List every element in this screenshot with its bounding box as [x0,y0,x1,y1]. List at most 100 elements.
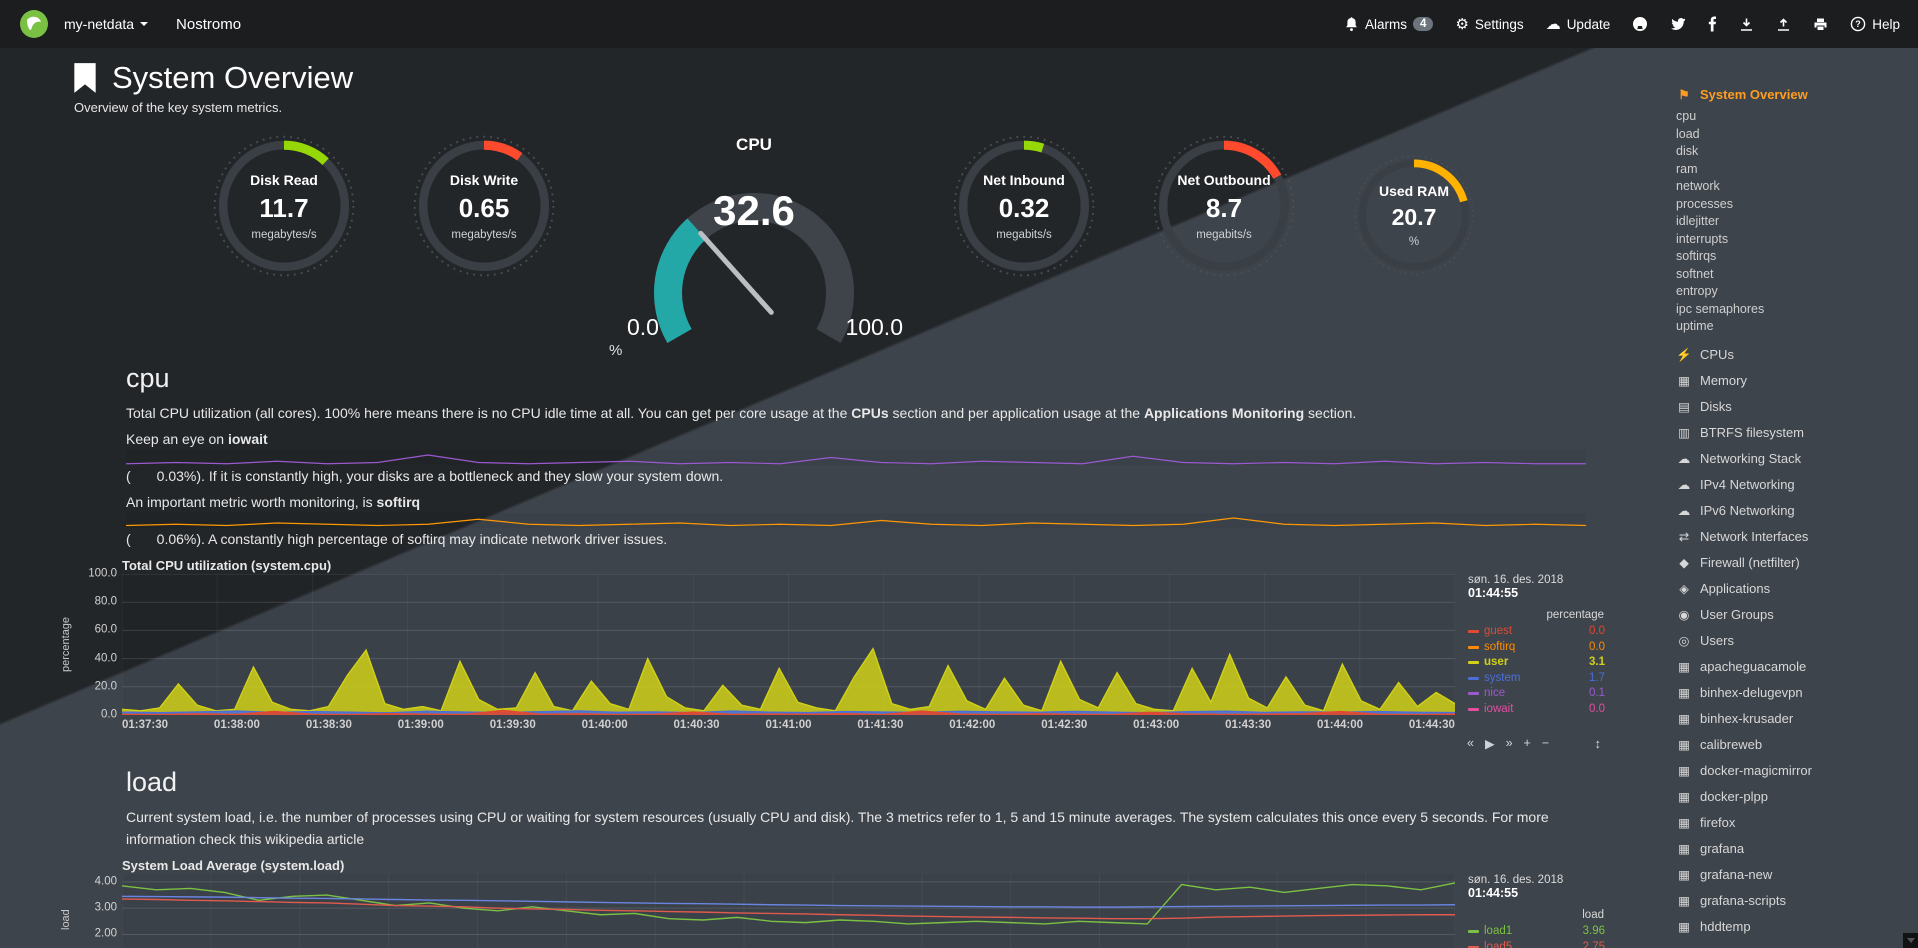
sidebar-item-label: interrupts [1676,231,1729,246]
y-tick-label: 3.00 [94,901,117,914]
chart-zoom-out-button[interactable]: − [1541,736,1550,750]
legend-series-name: user [1484,656,1509,668]
sidebar-item[interactable]: ▦ apacheguacamole [1676,654,1918,680]
sidebar-item-label: softirqs [1676,249,1717,263]
y-tick-label: 2.00 [94,927,117,940]
cpu-gauge[interactable]: CPU 32.6 0.0 100.0 % [599,135,909,359]
net-inbound-gauge[interactable]: Net Inbound 0.32 megabits/s [939,133,1109,279]
sidebar-item[interactable]: uptime [1676,318,1918,336]
sidebar-item[interactable]: ☁ Networking Stack [1676,446,1918,472]
disk-write-gauge[interactable]: Disk Write 0.65 megabytes/s [399,133,569,279]
sidebar-item[interactable]: ▦ docker-plpp [1676,784,1918,810]
help-button[interactable]: ? Help [1850,16,1900,32]
sidebar-item[interactable]: ▤ Disks [1676,394,1918,420]
print-button[interactable] [1813,17,1828,32]
sidebar-item-label: Networking Stack [1700,450,1802,466]
sidebar-item-icon: ◈ [1679,581,1689,596]
cpu-dial [654,193,854,343]
legend-series-value: 3.1 [1589,656,1605,668]
sidebar-item[interactable]: interrupts [1676,231,1918,249]
legend-item[interactable]: guest 0.0 [1468,624,1605,640]
legend-item[interactable]: user 3.1 [1468,655,1605,671]
gauge-units: megabytes/s [251,228,317,241]
net-outbound-gauge[interactable]: Net Outbound 8.7 megabits/s [1139,133,1309,279]
sidebar-item[interactable]: cpu [1676,108,1918,126]
sidebar-item[interactable]: ⚡ CPUs [1676,342,1918,368]
sidebar-item[interactable]: ▦ Memory [1676,368,1918,394]
chart-canvas[interactable] [122,574,1455,715]
save-snapshot-button[interactable] [1739,17,1754,32]
disk-read-gauge[interactable]: Disk Read 11.7 megabytes/s [199,133,369,279]
chart-canvas[interactable] [122,874,1455,948]
gauge-value: 0.65 [458,192,510,223]
x-tick-label: 01:41:00 [765,719,812,731]
sidebar-item[interactable]: ▦ grafana [1676,836,1918,862]
legend-item[interactable]: system 1.7 [1468,671,1605,687]
github-button[interactable] [1632,16,1648,32]
chart-pan-right-button[interactable]: » [1505,736,1513,750]
sidebar-item[interactable]: ☁ IPv4 Networking [1676,472,1918,498]
alarms-button[interactable]: Alarms 4 [1344,16,1434,32]
twitter-button[interactable] [1670,17,1686,31]
sidebar-item[interactable]: network [1676,178,1918,196]
settings-button[interactable]: ⚙ Settings [1455,17,1523,32]
used-ram-gauge[interactable]: Used RAM 20.7 % [1339,153,1489,277]
sidebar-item[interactable]: ⇄ Network Interfaces [1676,524,1918,550]
update-button[interactable]: ☁ Update [1546,17,1611,32]
sidebar-item[interactable]: softnet [1676,266,1918,284]
legend-item[interactable]: nice 0.1 [1468,686,1605,702]
facebook-button[interactable] [1708,16,1717,32]
sidebar-item-icon: ▥ [1678,425,1690,440]
scrollbar-down-button[interactable] [1903,933,1918,948]
x-tick-label: 01:37:30 [122,719,169,731]
sidebar-item-label: IPv6 Networking [1700,502,1795,518]
sidebar-item[interactable]: softirqs [1676,248,1918,266]
x-tick-label: 01:43:30 [1225,719,1272,731]
sidebar-item[interactable]: ▦ grafana-scripts [1676,888,1918,914]
legend-item[interactable]: iowait 0.0 [1468,702,1605,718]
legend-swatch [1468,676,1479,680]
sidebar-item[interactable]: ⚑ System Overview [1676,82,1918,108]
sidebar-item[interactable]: ▦ docker-magicmirror [1676,758,1918,784]
gauges-row: Disk Read 11.7 megabytes/s Disk Write 0.… [72,133,1676,359]
wikipedia-link[interactable]: wikipedia article [265,831,365,847]
legend-item[interactable]: softirq 0.0 [1468,640,1605,656]
y-tick-label: 80.0 [94,595,117,608]
sidebar-item[interactable]: disk [1676,143,1918,161]
sidebar-item[interactable]: entropy [1676,283,1918,301]
sidebar-item[interactable]: ▦ firefox [1676,810,1918,836]
sidebar-item[interactable]: ram [1676,161,1918,179]
sidebar-item[interactable]: ▥ BTRFS filesystem [1676,420,1918,446]
cpu-description-2: Keep an eye on iowait (0.03%). If it is … [126,428,1586,487]
sidebar-item[interactable]: ◎ Users [1676,628,1918,654]
y-axis: load 4.003.002.001.00 [60,874,122,948]
chart-plot-area[interactable]: 01:37:30 01:38:00 01:38:30 01:39:00 01:39:30… [122,574,1455,731]
sidebar-item[interactable]: load [1676,126,1918,144]
sidebar-item[interactable]: ◆ Firewall (netfilter) [1676,550,1918,576]
sidebar-item[interactable]: ▦ binhex-krusader [1676,706,1918,732]
sidebar-item[interactable]: ▦ grafana-new [1676,862,1918,888]
chart-zoom-in-button[interactable]: + [1523,736,1531,750]
sidebar-item[interactable]: ▦ calibreweb [1676,732,1918,758]
chart-resize-handle[interactable]: ↕ [1594,736,1602,751]
sidebar-item[interactable]: ☁ IPv6 Networking [1676,498,1918,524]
legend-item[interactable]: load5 2.75 [1468,940,1605,948]
sidebar-item-label: ram [1676,161,1698,176]
chart-pan-left-button[interactable]: « [1467,736,1474,750]
chart-plot-area[interactable]: 01:37:0001:37:3001:38:0001:38:3001:39:00… [122,874,1455,948]
legend-item[interactable]: load1 3.96 [1468,924,1605,940]
sidebar-item[interactable]: ◉ User Groups [1676,602,1918,628]
hostname-dropdown[interactable]: my-netdata [64,16,149,32]
sidebar-item[interactable]: processes [1676,196,1918,214]
sidebar-item[interactable]: ◈ Applications [1676,576,1918,602]
sidebar-item[interactable]: ▦ binhex-delugevpn [1676,680,1918,706]
load-snapshot-button[interactable] [1776,17,1791,32]
sidebar-item[interactable]: ▦ hddtemp [1676,914,1918,940]
sidebar-item[interactable]: idlejitter [1676,213,1918,231]
sidebar-item[interactable]: ipc semaphores [1676,301,1918,319]
sidebar-item-icon: ▦ [1678,373,1690,388]
netdata-logo[interactable] [18,8,50,40]
legend-series-value: 0.0 [1589,625,1605,637]
chart-play-button[interactable]: ▶ [1484,737,1495,751]
sidebar-item-icon: ☁ [1677,503,1691,518]
